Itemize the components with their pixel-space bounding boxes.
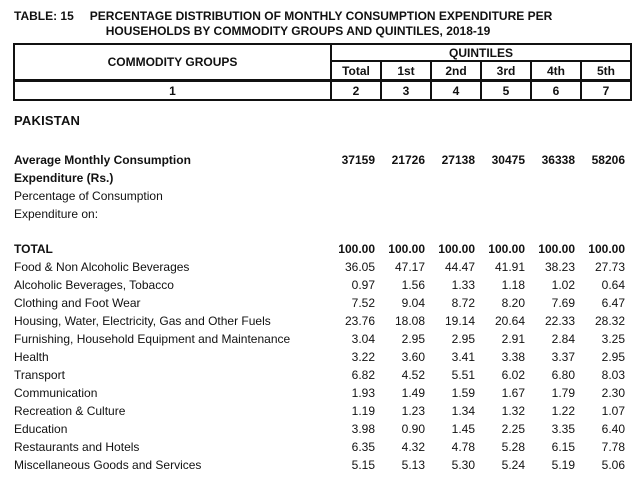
table-row: Recreation & Culture 1.19 1.23 1.34 1.32… [14,404,625,418]
region-heading: PAKISTAN [14,113,81,128]
avg-value-q1: 21726 [391,153,425,167]
avg-value-total: 37159 [341,153,375,167]
average-expenditure-label: Average Monthly Consumption Expenditure … [14,153,191,185]
col-number-3: 3 [380,79,432,101]
table-row: Alcoholic Beverages, Tobacco 0.97 1.56 1… [14,278,625,292]
col-number-4: 4 [430,79,482,101]
col-header-5th: 5th [579,60,633,82]
col-number-1: 1 [13,79,332,101]
average-expenditure-row: Average Monthly Consumption Expenditure … [0,151,640,187]
col-number-2: 2 [330,79,382,101]
avg-value-q5: 58206 [591,153,625,167]
avg-value-q4: 36338 [541,153,575,167]
table-row: Health 3.22 3.60 3.41 3.38 3.37 2.95 [14,350,625,364]
col-header-1st: 1st [380,60,432,82]
table-row: Communication 1.93 1.49 1.59 1.67 1.79 2… [14,386,625,400]
avg-value-q3: 30475 [491,153,525,167]
table-row: Food & Non Alcoholic Beverages 36.05 47.… [14,260,625,274]
col-header-2nd: 2nd [430,60,482,82]
table-title-line2: HOUSEHOLDS BY COMMODITY GROUPS AND QUINT… [105,24,491,38]
column-header-table: COMMODITY GROUPS QUINTILES Total 1st 2nd… [13,43,633,101]
table-row: Clothing and Foot Wear 7.52 9.04 8.72 8.… [14,296,625,310]
col-number-5: 5 [480,79,532,101]
avg-value-q2: 27138 [441,153,475,167]
average-expenditure-block: Average Monthly Consumption Expenditure … [0,151,640,223]
intro-line-2: Expenditure on: [14,207,99,221]
data-rows: TOTAL 100.00 100.00 100.00 100.00 100.00… [0,240,640,474]
col-number-7: 7 [579,79,633,101]
col-number-6: 6 [530,79,582,101]
table-row: TOTAL 100.00 100.00 100.00 100.00 100.00… [14,242,625,256]
table-title-line1: TABLE: 15 PERCENTAGE DISTRIBUTION OF MONT… [0,9,640,24]
col-header-3rd: 3rd [480,60,532,82]
table-title: TABLE: 15 PERCENTAGE DISTRIBUTION OF MONT… [0,0,640,39]
col-header-total: Total [330,60,382,82]
intro-line-1: Percentage of Consumption [14,189,163,203]
table-row: Education 3.98 0.90 1.45 2.25 3.35 6.40 [14,422,625,436]
table-number: TABLE: 15 [14,9,74,23]
table-title-text: PERCENTAGE DISTRIBUTION OF MONTHLY CONSU… [89,9,553,23]
table-row: Furnishing, Household Equipment and Main… [14,332,625,346]
col-header-4th: 4th [530,60,582,82]
table-row: Restaurants and Hotels 6.35 4.32 4.78 5.… [14,440,625,454]
commodity-groups-header: COMMODITY GROUPS [13,43,332,82]
table-row: Housing, Water, Electricity, Gas and Oth… [14,314,625,328]
quintiles-header: QUINTILES [329,43,633,62]
table-row: Transport 6.82 4.52 5.51 6.02 6.80 8.03 [14,368,625,382]
table-row: Miscellaneous Goods and Services 5.15 5.… [14,458,625,472]
